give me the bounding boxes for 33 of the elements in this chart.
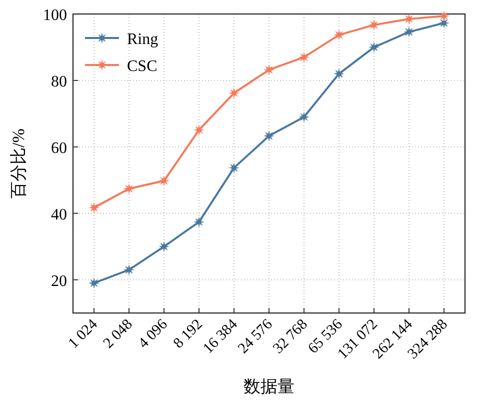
point (88, 278, 100, 289)
point (228, 162, 240, 174)
x-tick-label: 1 024 (66, 316, 102, 352)
y-tick-label: 80 (51, 73, 67, 90)
x-axis-title: 数据量 (244, 377, 294, 396)
point (158, 241, 170, 252)
y-tick-label: 100 (43, 7, 67, 24)
point (264, 64, 274, 76)
x-tick-label: 4 096 (136, 316, 172, 352)
point (404, 26, 414, 38)
point (124, 183, 134, 194)
point (334, 29, 344, 40)
point (334, 68, 344, 80)
point (438, 10, 450, 22)
point (194, 216, 204, 228)
point (298, 111, 310, 122)
y-tick-label: 60 (51, 140, 67, 157)
point (298, 52, 310, 63)
x-tick-label: 2 048 (100, 316, 136, 352)
point (158, 175, 170, 186)
y-tick-label: 20 (51, 272, 67, 290)
y-tick-label: 40 (51, 206, 67, 224)
point (368, 19, 380, 30)
legend-label: CSC (127, 58, 158, 75)
point (124, 264, 134, 276)
point (264, 130, 274, 142)
point (368, 42, 380, 53)
legend-label: Ring (127, 31, 158, 48)
point (404, 13, 414, 24)
point (88, 202, 100, 214)
point (194, 124, 204, 136)
point (228, 88, 240, 99)
y-axis-title: 百分比/% (9, 128, 28, 198)
